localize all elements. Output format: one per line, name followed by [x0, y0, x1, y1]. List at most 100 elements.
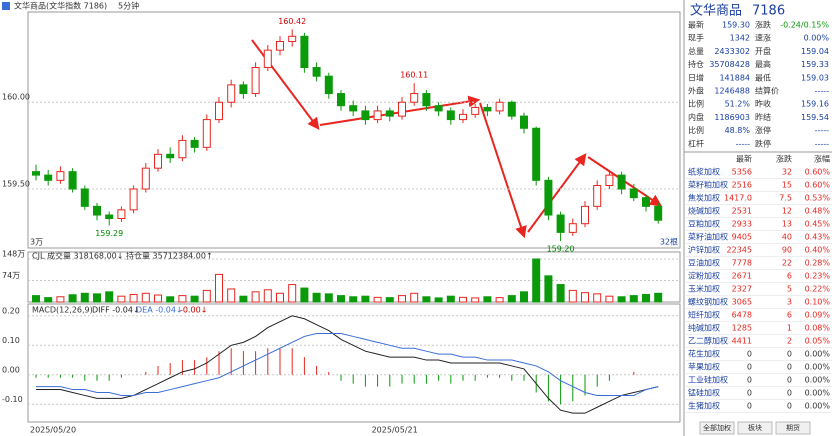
quote-value: 159.54 [801, 113, 829, 122]
row-value: 0.28% [805, 259, 831, 268]
volume-bar [495, 297, 504, 303]
volume-bar [483, 296, 492, 303]
row-name: 工业硅加权 [688, 375, 728, 385]
volume-bar [434, 297, 443, 303]
volume-bar [129, 293, 138, 303]
row-value: 0.00% [805, 350, 831, 359]
quote-label: 最新 [688, 20, 704, 30]
volume-bar [68, 294, 77, 303]
volume-bar [154, 294, 162, 303]
volume-bar [446, 295, 455, 303]
row-value: 6 [787, 272, 792, 281]
candle-body [227, 84, 236, 103]
candle-body [141, 167, 150, 190]
column-header: 涨幅 [814, 154, 830, 164]
row-value: 9405 [732, 233, 752, 242]
volume-bar [361, 295, 370, 303]
candle-body [581, 205, 589, 225]
row-value: 90 [782, 246, 792, 255]
column-header: 涨跌 [776, 154, 792, 164]
quote-label: 结算价 [755, 86, 779, 96]
window-title: 文华商品(文华指数 7186) [14, 1, 107, 11]
price-annotation: 160.11 [400, 71, 428, 80]
volume-bar [629, 295, 638, 303]
candle-body [568, 223, 577, 233]
row-value: 0 [747, 363, 752, 372]
volume-bar [349, 296, 358, 303]
candle-body [422, 93, 431, 107]
row-value: 22 [782, 259, 792, 268]
tab[interactable] [775, 421, 811, 435]
candle-body [361, 110, 370, 121]
candle-body [166, 153, 175, 159]
candle-body [593, 185, 602, 207]
candle-body [263, 49, 272, 69]
y-tick-label: 0.20 [2, 306, 20, 315]
row-value: 0 [747, 376, 752, 385]
quote-value: ----- [815, 139, 830, 148]
quote-value: 159.03 [801, 73, 829, 82]
row-value: 0 [787, 376, 792, 385]
row-name: 焦炭加权 [688, 193, 720, 203]
row-value: 2933 [732, 220, 752, 229]
row-value: 1417.0 [724, 194, 752, 203]
candle-body [178, 139, 187, 159]
candle-body [605, 174, 614, 187]
quote-label: 跌停 [755, 138, 771, 148]
quote-value: 1186903 [714, 113, 750, 122]
row-value: 0.23% [805, 272, 831, 281]
row-value: 0.00% [805, 363, 831, 372]
row-value: 0.00% [805, 402, 831, 411]
candle-body [544, 179, 553, 216]
row-name: 烧碱加权 [688, 206, 720, 216]
row-value: 0.00% [805, 376, 831, 385]
quote-title: 文华商品 [690, 4, 742, 19]
row-value: 2516 [732, 181, 752, 190]
row-name: 菜籽油加权 [688, 232, 728, 242]
quote-label: 最高 [755, 59, 771, 69]
y-tick-label: 160.00 [2, 93, 30, 102]
volume-bar [556, 284, 565, 303]
quote-value: 2433302 [714, 47, 750, 56]
x-tick-label: 2025/05/20 [30, 426, 76, 435]
volume-bar [288, 284, 297, 303]
row-value: 0 [747, 402, 752, 411]
volume-bar [178, 295, 187, 303]
volume-bar [654, 292, 663, 303]
tab[interactable] [737, 421, 773, 435]
candle-body [532, 127, 541, 181]
candle-body [349, 105, 358, 112]
price-annotation: 159.29 [95, 229, 123, 238]
quote-label: 最低 [755, 72, 771, 82]
row-name: 纸浆加权 [688, 167, 720, 177]
volume-bar [312, 292, 321, 303]
row-name: 沪锌加权 [688, 245, 720, 255]
corner-label: 32根 [660, 237, 678, 247]
row-name: 短纤加权 [688, 310, 720, 320]
period[interactable]: 5分钟 [118, 1, 139, 11]
y-tick-label: 159.50 [2, 180, 30, 189]
quote-value: 1246488 [714, 87, 750, 96]
volume-bar [422, 296, 431, 303]
candle-body [202, 119, 211, 148]
volume-bar [544, 275, 553, 303]
candle-body [44, 174, 53, 181]
tab-label[interactable]: 全部加权 [703, 423, 731, 432]
candle-body [556, 214, 565, 233]
candle-body [239, 84, 248, 95]
row-value: 7778 [732, 259, 752, 268]
quote-label: 比例 [688, 125, 704, 135]
tab-label[interactable]: 期货 [786, 423, 800, 432]
volume-bar [32, 295, 40, 303]
row-name: 乙二醇加权 [688, 336, 728, 346]
candle-body [459, 113, 467, 121]
volume-bar [471, 297, 480, 303]
candle-body [385, 110, 394, 117]
y-tick-label: 148万 [2, 250, 25, 259]
row-name: 纯碱加权 [688, 323, 720, 333]
legend-entry: -0.00↓ [180, 306, 207, 315]
candle-body [117, 209, 126, 220]
tab[interactable] [699, 421, 735, 435]
row-value: 0 [787, 350, 792, 359]
tab-label[interactable]: 板块 [748, 423, 762, 432]
